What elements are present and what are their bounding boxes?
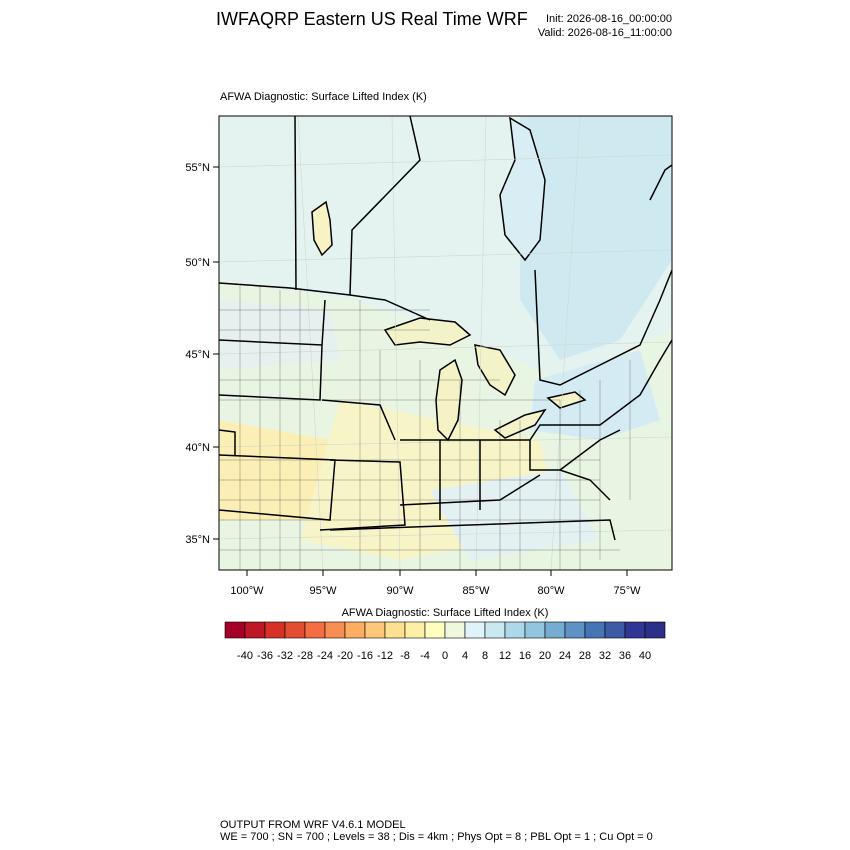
lake-huron bbox=[474, 344, 516, 397]
colorbar-label: 12 bbox=[499, 650, 511, 662]
colorbar-label: 40 bbox=[639, 650, 651, 662]
colorbar-label: -36 bbox=[257, 650, 273, 662]
colorbar-label: -20 bbox=[337, 650, 353, 662]
lon-label: 95°W bbox=[309, 585, 337, 597]
lat-label: 55°N bbox=[185, 162, 210, 174]
footer-line: OUTPUT FROM WRF V4.6.1 MODEL bbox=[220, 819, 406, 831]
colorbar-box bbox=[384, 621, 406, 639]
colorbar-title: AFWA Diagnostic: Surface Lifted Index (K… bbox=[342, 607, 549, 619]
colorbar-box bbox=[424, 621, 446, 639]
lat-label: 45°N bbox=[185, 349, 210, 361]
figure-title: IWFAQRP Eastern US Real Time WRF bbox=[216, 9, 528, 29]
colorbar-box bbox=[584, 621, 606, 639]
colorbar-box bbox=[444, 621, 466, 639]
borders bbox=[218, 115, 673, 541]
colorbar-box bbox=[304, 621, 326, 639]
colorbar-box bbox=[464, 621, 486, 639]
colorbar-box bbox=[404, 621, 426, 639]
colorbar-box bbox=[264, 621, 286, 639]
colorbar-box bbox=[344, 621, 366, 639]
lat-label: 35°N bbox=[185, 534, 210, 546]
quebec-field bbox=[520, 116, 672, 360]
colorbar-box bbox=[224, 621, 246, 639]
lake-winnipeg bbox=[311, 200, 333, 257]
lon-label: 100°W bbox=[230, 585, 264, 597]
colorbar-label: -8 bbox=[400, 650, 410, 662]
lon-label: 80°W bbox=[537, 585, 565, 597]
colorbar-label: 8 bbox=[482, 650, 488, 662]
colorbar-box bbox=[604, 621, 626, 639]
colorbar-label: 28 bbox=[579, 650, 591, 662]
colorbar-label: 20 bbox=[539, 650, 551, 662]
map-title: AFWA Diagnostic: Surface Lifted Index (K… bbox=[220, 91, 427, 103]
colorbar-box bbox=[524, 621, 546, 639]
lake-ontario bbox=[546, 391, 587, 409]
colorbar-box bbox=[364, 621, 386, 639]
colorbar-label: 32 bbox=[599, 650, 611, 662]
graticule bbox=[218, 115, 673, 571]
lon-label: 85°W bbox=[462, 585, 490, 597]
valid-time: Valid: 2026-08-16_11:00:00 bbox=[538, 27, 672, 39]
colorbar-label: -28 bbox=[297, 650, 313, 662]
colorbar-box bbox=[504, 621, 526, 639]
colorbar-box bbox=[244, 621, 266, 639]
appalachia-field bbox=[430, 470, 600, 560]
colorbar-label: 4 bbox=[462, 650, 468, 662]
colorbar-label: -4 bbox=[420, 650, 430, 662]
james-bay bbox=[499, 116, 546, 262]
colorbar-box bbox=[544, 621, 566, 639]
lat-label: 40°N bbox=[185, 442, 210, 454]
lon-label: 75°W bbox=[613, 585, 641, 597]
footer-line: WE = 700 ; SN = 700 ; Levels = 38 ; Dis … bbox=[220, 831, 653, 843]
dakota-field bbox=[219, 300, 340, 370]
colorbar-box bbox=[564, 621, 586, 639]
lat-label: 50°N bbox=[185, 257, 210, 269]
colorbar-label: -12 bbox=[377, 650, 393, 662]
init-time: Init: 2026-08-16_00:00:00 bbox=[546, 13, 672, 25]
colorbar-label: -40 bbox=[237, 650, 253, 662]
colorbar-box bbox=[624, 621, 646, 639]
lon-label: 90°W bbox=[386, 585, 414, 597]
colorbar-label: -32 bbox=[277, 650, 293, 662]
colorbar-box bbox=[324, 621, 346, 639]
colorbar-label: 16 bbox=[519, 650, 531, 662]
northeast-field bbox=[530, 350, 660, 440]
colorbar-label: 0 bbox=[442, 650, 448, 662]
colorbar-label: -16 bbox=[357, 650, 373, 662]
colorbar-box bbox=[484, 621, 506, 639]
colorbar-label: 36 bbox=[619, 650, 631, 662]
colorbar-box bbox=[644, 621, 666, 639]
map-frame bbox=[218, 115, 673, 571]
colorbar-label: 24 bbox=[559, 650, 571, 662]
colorbar-box bbox=[284, 621, 306, 639]
colorbar-label: -24 bbox=[317, 650, 333, 662]
map bbox=[218, 115, 673, 571]
